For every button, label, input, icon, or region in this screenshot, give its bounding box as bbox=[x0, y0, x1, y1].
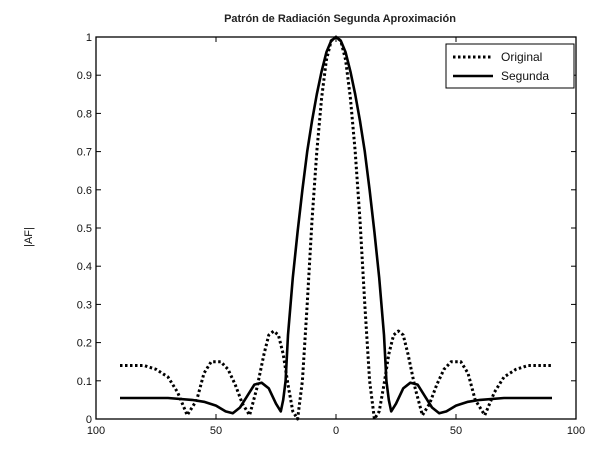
legend-box bbox=[445, 43, 575, 89]
y-tick-label: 0.3 bbox=[77, 299, 92, 311]
x-tick-label: 100 bbox=[567, 425, 585, 437]
y-tick-label: 0.6 bbox=[77, 185, 92, 197]
series-line-original bbox=[120, 35, 552, 421]
x-tick-label: 100 bbox=[87, 425, 105, 437]
axes-frame bbox=[95, 36, 577, 420]
plot-area bbox=[120, 35, 552, 421]
y-tick-label: 0.8 bbox=[77, 108, 92, 120]
x-tick-label: 0 bbox=[333, 425, 339, 437]
chart-title: Patrón de Radiación Segunda Aproximación bbox=[224, 13, 456, 25]
x-tick-label: 50 bbox=[450, 425, 462, 437]
legend: Original Segunda bbox=[445, 43, 575, 89]
y-tick-label: 0.7 bbox=[77, 147, 92, 159]
series-line-segunda bbox=[120, 35, 552, 415]
y-tick-label: 0.9 bbox=[77, 70, 92, 82]
legend-label-original: Original bbox=[501, 50, 542, 64]
y-tick-label: 0.1 bbox=[77, 376, 92, 388]
y-tick-label: 1 bbox=[86, 32, 92, 44]
y-tick-label: 0 bbox=[86, 414, 92, 426]
y-axis-label: |AF| bbox=[23, 227, 35, 247]
legend-label-segunda: Segunda bbox=[501, 69, 549, 83]
y-tick-label: 0.2 bbox=[77, 338, 92, 350]
y-tick-label: 0.4 bbox=[77, 261, 92, 273]
x-tick-label: 50 bbox=[210, 425, 222, 437]
y-tick-label: 0.5 bbox=[77, 223, 92, 235]
